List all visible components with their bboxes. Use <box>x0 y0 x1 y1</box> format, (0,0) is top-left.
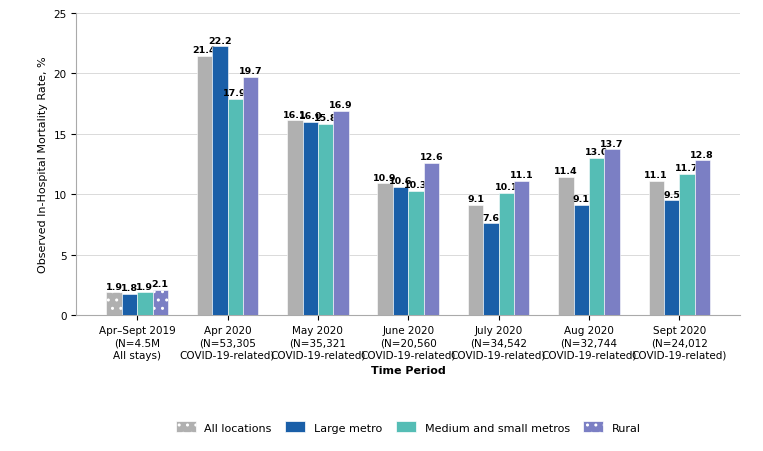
Bar <box>498 193 514 316</box>
Bar <box>107 293 122 316</box>
Bar <box>483 224 498 316</box>
X-axis label: Time Period: Time Period <box>371 366 446 376</box>
Bar <box>679 174 694 316</box>
Text: 10.1: 10.1 <box>494 183 518 192</box>
Bar <box>153 290 168 316</box>
Text: 11.4: 11.4 <box>554 167 578 176</box>
Bar <box>664 201 679 316</box>
Text: 16.0: 16.0 <box>298 111 322 120</box>
Bar <box>302 122 318 316</box>
Bar <box>604 150 620 316</box>
Bar <box>514 182 530 316</box>
Bar <box>378 184 393 316</box>
Bar <box>468 206 483 316</box>
Text: 10.6: 10.6 <box>389 177 412 186</box>
Bar <box>423 163 439 316</box>
Text: 1.8: 1.8 <box>121 283 138 292</box>
Text: 19.7: 19.7 <box>239 67 262 76</box>
Bar <box>589 159 604 316</box>
Legend: All locations, Large metro, Medium and small metros, Rural: All locations, Large metro, Medium and s… <box>171 417 645 437</box>
Bar <box>408 191 423 316</box>
Bar <box>694 161 710 316</box>
Text: 17.9: 17.9 <box>224 88 247 97</box>
Bar <box>197 57 212 316</box>
Bar <box>287 121 302 316</box>
Text: 16.1: 16.1 <box>283 110 307 120</box>
Bar <box>243 78 258 316</box>
Bar <box>574 206 589 316</box>
Text: 11.1: 11.1 <box>510 171 533 180</box>
Text: 13.7: 13.7 <box>600 139 623 148</box>
Y-axis label: Observed In-Hospital Mortality Rate, %: Observed In-Hospital Mortality Rate, % <box>38 56 48 273</box>
Text: 16.9: 16.9 <box>329 101 353 110</box>
Text: 7.6: 7.6 <box>482 213 499 222</box>
Bar <box>333 111 349 316</box>
Bar <box>559 178 574 316</box>
Bar <box>212 47 227 316</box>
Text: 1.9: 1.9 <box>105 282 123 291</box>
Text: 15.8: 15.8 <box>314 114 337 123</box>
Text: 10.3: 10.3 <box>404 180 427 189</box>
Text: 13.0: 13.0 <box>585 148 608 157</box>
Text: 22.2: 22.2 <box>208 37 232 46</box>
Text: 1.9: 1.9 <box>137 282 153 291</box>
Bar <box>393 188 408 316</box>
Bar <box>649 182 664 316</box>
Text: 9.1: 9.1 <box>573 195 590 204</box>
Bar <box>122 294 137 316</box>
Bar <box>137 293 153 316</box>
Text: 11.1: 11.1 <box>645 171 668 180</box>
Text: 12.6: 12.6 <box>420 152 443 161</box>
Text: 10.9: 10.9 <box>373 173 397 182</box>
Bar <box>227 99 243 316</box>
Text: 9.1: 9.1 <box>467 195 484 204</box>
Text: 12.8: 12.8 <box>691 150 714 159</box>
Text: 21.4: 21.4 <box>193 46 216 55</box>
Bar <box>318 125 333 316</box>
Text: 9.5: 9.5 <box>663 190 680 199</box>
Text: 11.7: 11.7 <box>675 164 699 172</box>
Text: 2.1: 2.1 <box>152 280 169 289</box>
